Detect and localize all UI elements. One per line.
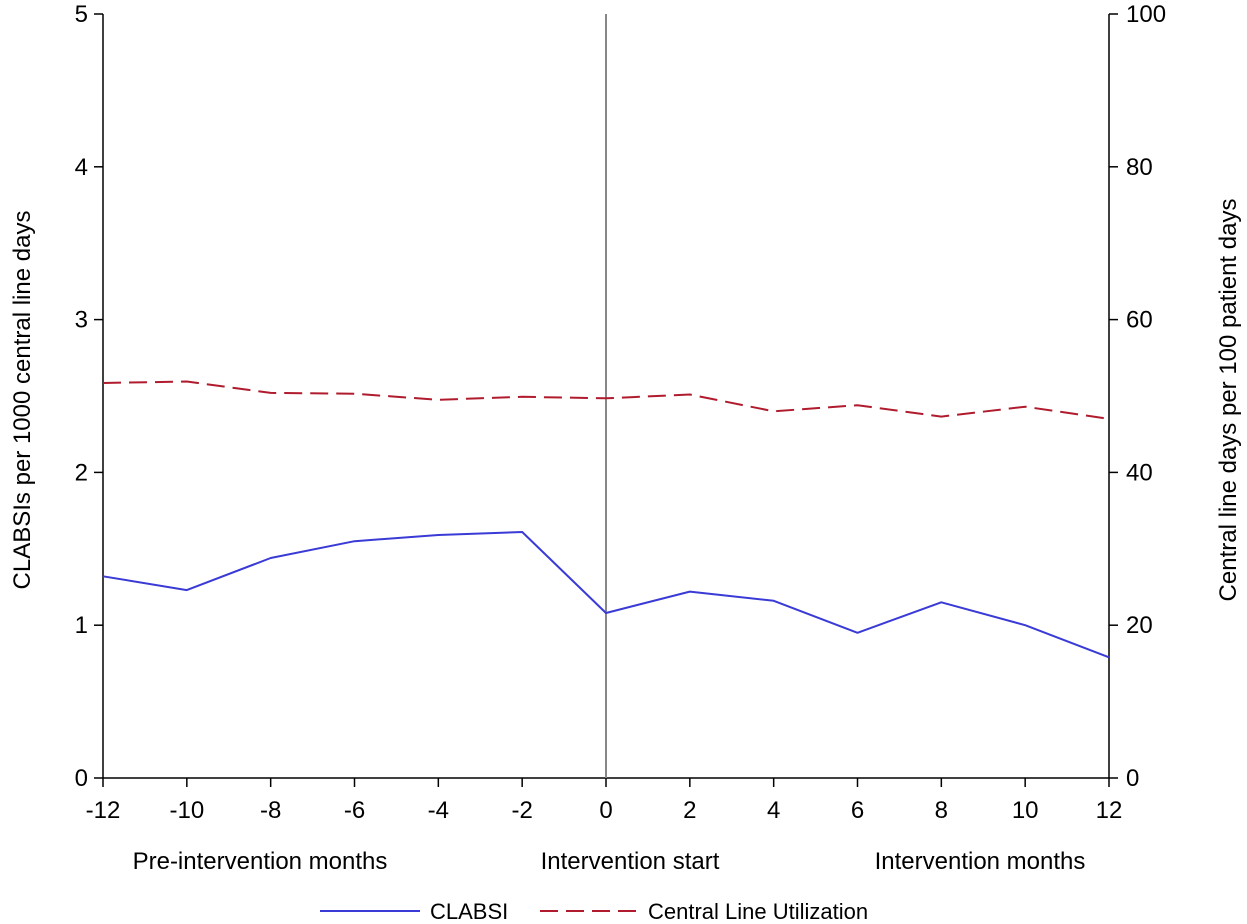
x-axis: -12 -10 -8 -6 -4 -2 0 2 4 6 8 10 12 [86, 778, 1123, 824]
series-line-central-line-utilization [102, 380, 1110, 420]
y-left-tick-label: 2 [75, 459, 88, 486]
y-right-tick-label: 60 [1126, 307, 1153, 334]
y-right-tick-label: 100 [1126, 1, 1166, 28]
y-left-tick-label: 4 [75, 154, 88, 181]
legend: CLABSI Central Line Utilization [320, 899, 868, 924]
x-tick-label: 4 [767, 797, 780, 824]
y-axis-left: 0 1 2 3 4 5 [75, 1, 103, 792]
y-right-tick-label: 20 [1126, 612, 1153, 639]
y-left-tick-label: 5 [75, 1, 88, 28]
y-right-tick-label: 80 [1126, 154, 1153, 181]
x-group-label-post: Intervention months [875, 848, 1086, 875]
x-tick-label: 12 [1096, 797, 1123, 824]
y-right-tick-label: 40 [1126, 459, 1153, 486]
x-group-label-pre: Pre-intervention months [133, 848, 388, 875]
x-tick-label: -4 [428, 797, 449, 824]
x-tick-label: -2 [511, 797, 532, 824]
y-axis-right-label: Central line days per 100 patient days [1215, 199, 1242, 602]
y-axis-right: 0 20 40 60 80 100 [1109, 1, 1166, 792]
x-group-label-start: Intervention start [541, 848, 720, 875]
y-right-tick-label: 0 [1126, 765, 1139, 792]
x-tick-label: -10 [169, 797, 204, 824]
x-tick-label: 10 [1012, 797, 1039, 824]
x-tick-label: 0 [599, 797, 612, 824]
y-axis-left-label: CLABSIs per 1000 central line days [9, 211, 36, 590]
x-tick-label: -12 [86, 797, 121, 824]
x-tick-label: 6 [851, 797, 864, 824]
x-tick-label: -6 [344, 797, 365, 824]
x-tick-label: 8 [935, 797, 948, 824]
x-tick-label: -8 [260, 797, 281, 824]
legend-label-central-line-utilization: Central Line Utilization [648, 899, 868, 924]
series-layer [102, 380, 1110, 659]
series-line-clabsi [102, 531, 1110, 659]
y-left-tick-label: 3 [75, 307, 88, 334]
y-left-tick-label: 1 [75, 612, 88, 639]
legend-label-clabsi: CLABSI [430, 899, 508, 924]
x-tick-label: 2 [683, 797, 696, 824]
y-left-tick-label: 0 [75, 765, 88, 792]
